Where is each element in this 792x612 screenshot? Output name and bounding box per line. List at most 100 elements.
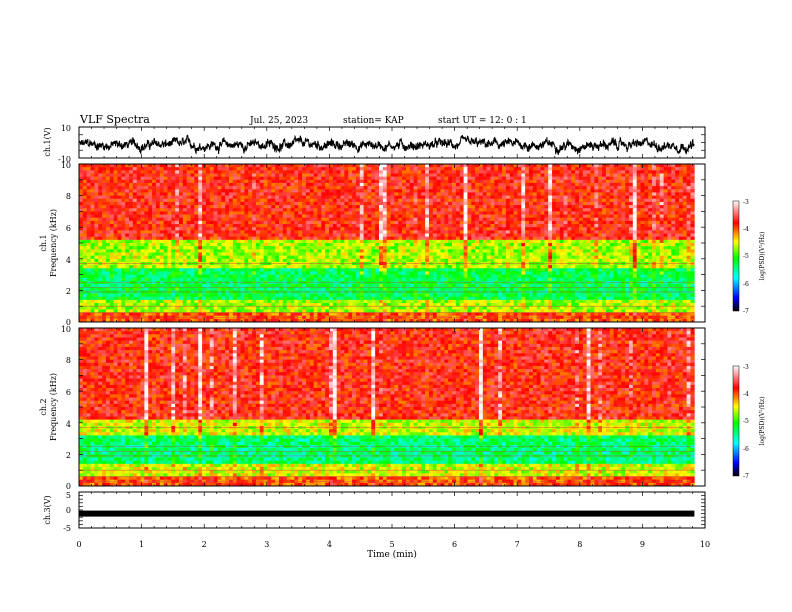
spectrogram-cell — [563, 195, 568, 200]
spectrogram-cell — [309, 170, 314, 174]
spectrogram-cell — [302, 236, 307, 241]
spectrogram-cell — [144, 230, 149, 234]
spectrogram-cell — [148, 258, 153, 263]
spectrogram-cell — [605, 233, 611, 237]
spectrogram-cell — [79, 217, 84, 222]
spectrogram-cell — [578, 189, 584, 193]
spectrogram-cell — [609, 167, 614, 171]
spectrogram-cell — [625, 246, 630, 250]
spectrogram-cell — [294, 208, 299, 212]
spectrogram-cell — [79, 230, 84, 234]
spectrogram-cell — [521, 243, 526, 247]
spectrogram-cell — [236, 164, 241, 168]
spectrogram-cell — [305, 186, 311, 190]
spectrogram-cell — [390, 205, 395, 209]
spectrogram-cell — [690, 246, 695, 250]
spectrogram-cell — [86, 186, 91, 190]
spectrogram-cell — [278, 189, 284, 193]
spectrogram-cell — [505, 249, 511, 253]
spectrogram-cell — [594, 249, 599, 253]
spectrogram-cell — [552, 224, 557, 228]
spectrogram-cell — [540, 208, 545, 212]
spectrogram-cell — [202, 198, 207, 203]
spectrogram-cell — [367, 243, 372, 247]
spectrogram-cell — [513, 239, 518, 244]
spectrogram-cell — [225, 170, 230, 174]
spectrogram-cell — [421, 255, 426, 260]
spectrogram-cell — [221, 230, 226, 234]
spectrogram-cell — [298, 167, 303, 171]
spectrogram-cell — [648, 243, 653, 247]
spectrogram-cell — [367, 252, 372, 256]
spectrogram-cell — [255, 201, 261, 206]
spectrogram-cell — [617, 220, 622, 225]
spectrogram-cell — [213, 173, 218, 177]
spectrogram-cell — [452, 230, 457, 234]
spectrogram-cell — [544, 164, 549, 168]
spectrogram-cell — [486, 179, 491, 184]
spectrogram-cell — [667, 239, 672, 244]
spectrogram-cell — [355, 258, 361, 263]
spectrogram-cell — [278, 179, 284, 184]
spectrogram-cell — [690, 249, 695, 253]
spectrogram-cell — [271, 236, 276, 241]
spectrogram-cell — [263, 170, 268, 174]
spectrogram-cell — [463, 217, 468, 222]
spectrogram-cell — [552, 201, 557, 206]
spectrogram-cell — [402, 227, 407, 231]
spectrogram-cell — [394, 186, 399, 190]
spectrogram-cell — [640, 249, 645, 253]
spectrogram-cell — [502, 211, 507, 215]
spectrogram-cell — [509, 214, 514, 219]
spectrogram-cell — [509, 217, 514, 222]
spectrogram-cell — [359, 249, 364, 253]
spectrogram-cell — [109, 170, 114, 174]
spectrogram-cell — [109, 236, 114, 241]
spectrogram-cell — [305, 246, 311, 250]
spectrogram-cell — [302, 170, 307, 174]
spectrogram-cell — [263, 217, 268, 222]
spectrogram-cell — [440, 227, 445, 231]
spectrogram-cell — [536, 214, 541, 219]
spectrogram-cell — [425, 224, 430, 228]
spectrogram-cell — [478, 186, 484, 190]
spectrogram-cell — [309, 186, 314, 190]
spectrogram-cell — [217, 189, 222, 193]
spectrogram-cell — [540, 220, 545, 225]
spectrogram-cell — [409, 236, 414, 241]
spectrogram-cell — [498, 186, 503, 190]
spectrogram-cell — [294, 239, 299, 244]
spectrogram-cell — [348, 255, 353, 260]
spectrogram-cell — [575, 201, 580, 206]
spectrogram-cell — [263, 211, 268, 215]
spectrogram-cell — [259, 208, 264, 212]
spectrogram-cell — [125, 249, 130, 253]
spectrogram-cell — [171, 211, 176, 215]
spectrogram-cell — [90, 233, 95, 237]
spectrogram-cell — [648, 252, 653, 256]
spectrogram-cell — [386, 233, 391, 237]
spectrogram-cell — [621, 167, 626, 171]
spectrogram-cell — [448, 217, 453, 222]
spectrogram-cell — [482, 220, 487, 225]
spectrogram-cell — [309, 255, 314, 260]
spectrogram-cell — [105, 252, 111, 256]
spectrogram-cell — [628, 246, 634, 250]
spectrogram-cell — [79, 195, 84, 200]
spectrogram-cell — [125, 252, 130, 256]
spectrogram-cell — [482, 208, 487, 212]
spectrogram-cell — [132, 217, 137, 222]
spectrogram-cell — [117, 252, 122, 256]
spectrogram-cell — [371, 249, 376, 253]
spectrogram-cell — [136, 208, 141, 212]
spectrogram-cell — [425, 243, 430, 247]
spectrogram-cell — [436, 205, 441, 209]
spectrogram-cell — [494, 239, 499, 244]
spectrogram-cell — [521, 233, 526, 237]
spectrogram-cell — [171, 239, 176, 244]
spectrogram-cell — [455, 186, 461, 190]
spectrogram-cell — [275, 211, 280, 215]
spectrogram-cell — [663, 233, 668, 237]
spectrogram-cell — [186, 233, 191, 237]
spectrogram-cell — [82, 189, 87, 193]
